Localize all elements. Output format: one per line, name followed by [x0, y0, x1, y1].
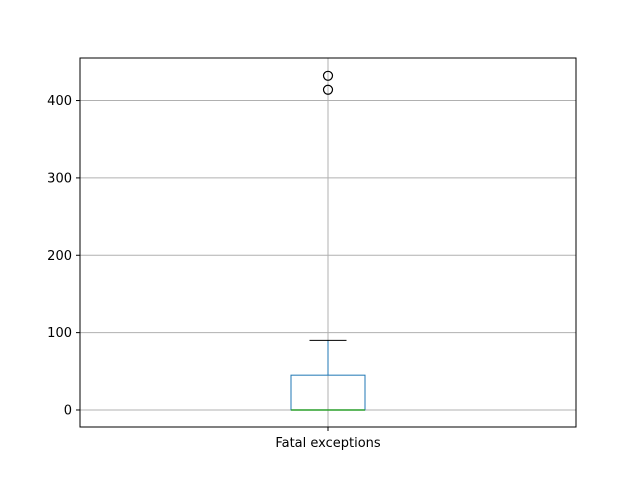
y-tick-label: 100 [47, 326, 72, 341]
outlier-point [322, 70, 334, 81]
plot-area [290, 70, 366, 411]
y-tick-label: 400 [47, 94, 72, 109]
y-tick-label: 300 [47, 171, 72, 186]
y-tick-label: 0 [64, 403, 72, 418]
grid-lines [80, 58, 576, 427]
box-group [290, 70, 366, 411]
y-axis: 0 100 200 300 400 [47, 94, 80, 418]
x-axis: Fatal exceptions [275, 427, 381, 451]
x-tick-label: Fatal exceptions [275, 436, 381, 451]
y-tick-label: 200 [47, 249, 72, 264]
outlier-point [322, 84, 334, 95]
